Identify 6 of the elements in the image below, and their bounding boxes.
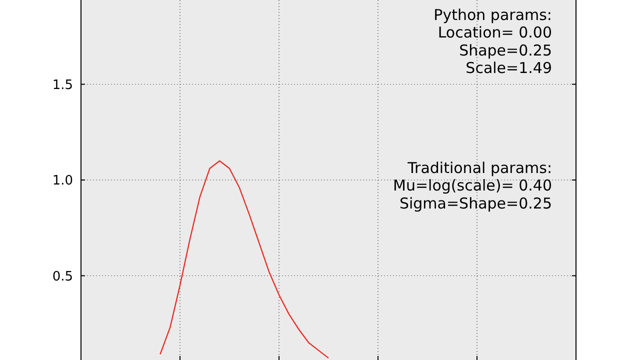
line-series [160, 160, 330, 359]
y-tick-label: 1.5 [52, 78, 73, 93]
y-tick-label: 1.0 [52, 174, 73, 189]
annotation: Python params: Location= 0.00 Shape=0.25 Scale=1.49 [434, 6, 552, 78]
y-tick-label: 0.5 [52, 269, 73, 284]
annotation: Traditional params: Mu=log(scale)= 0.40 Sigma=Shape=0.25 [393, 159, 552, 212]
